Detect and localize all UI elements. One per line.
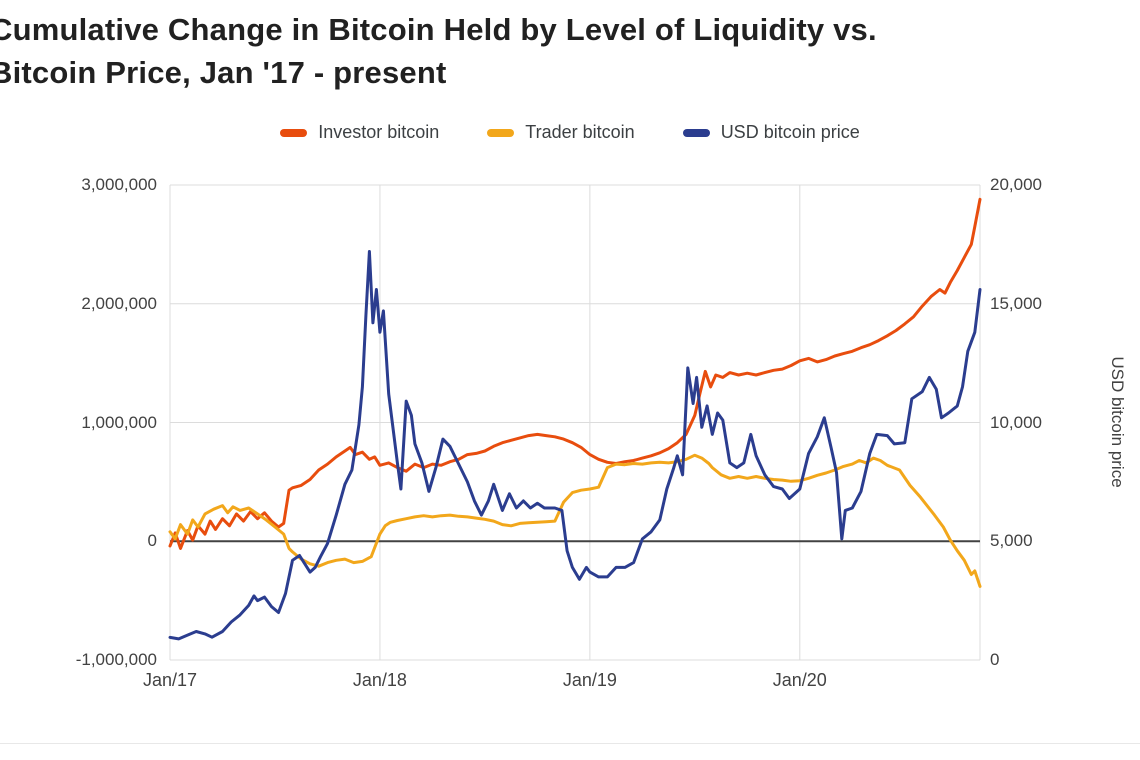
- right-axis-tick-label: 5,000: [990, 531, 1033, 551]
- legend-label: Investor bitcoin: [318, 122, 440, 142]
- plot-svg: [168, 184, 982, 661]
- legend-swatch: [280, 128, 308, 137]
- investor-bitcoin-line: [168, 197, 982, 550]
- legend: Investor bitcoin Trader bitcoin USD bitc…: [0, 122, 1140, 143]
- legend-swatch: [682, 128, 710, 137]
- left-axis-tick-label: 0: [147, 531, 157, 551]
- left-axis-tick-label: 1,000,000: [81, 412, 157, 432]
- legend-swatch: [487, 128, 515, 137]
- x-axis-tick-label: Jan/19: [562, 670, 617, 690]
- left-axis-tick-label: 2,000,000: [81, 293, 157, 313]
- chart-title: Cumulative Change in Bitcoin Held by Lev…: [0, 8, 1070, 94]
- legend-label: USD bitcoin price: [720, 122, 860, 142]
- usd-bitcoin-price-line: [168, 250, 982, 641]
- bottom-divider: [0, 743, 1140, 744]
- right-axis-tick-label: 0: [990, 650, 1000, 669]
- x-axis-tick-label: Jan/17: [142, 670, 198, 690]
- chart-title-line-1: Cumulative Change in Bitcoin Held by Lev…: [0, 12, 877, 47]
- right-axis-tick-label: 10,000: [990, 412, 1042, 432]
- x-axis-tick-label: Jan/20: [772, 670, 827, 690]
- left-axis-tick-label: -1,000,000: [75, 650, 157, 669]
- right-axis-tick-label: 15,000: [990, 293, 1042, 313]
- trader-bitcoin-line: [168, 453, 982, 588]
- right-axis-tick-label: 20,000: [990, 175, 1042, 194]
- legend-item-investor-bitcoin: Investor bitcoin: [280, 122, 439, 143]
- x-axis-tick-label: Jan/18: [352, 670, 407, 690]
- legend-item-trader-bitcoin: Trader bitcoin: [487, 122, 635, 143]
- legend-label: Trader bitcoin: [525, 122, 635, 142]
- left-axis-tick-label: 3,000,000: [81, 175, 157, 194]
- chart-title-line-2: Bitcoin Price, Jan '17 - present: [0, 55, 447, 90]
- legend-item-usd-bitcoin-price: USD bitcoin price: [682, 122, 860, 143]
- right-axis-title: USD bitcoin price: [1108, 356, 1127, 488]
